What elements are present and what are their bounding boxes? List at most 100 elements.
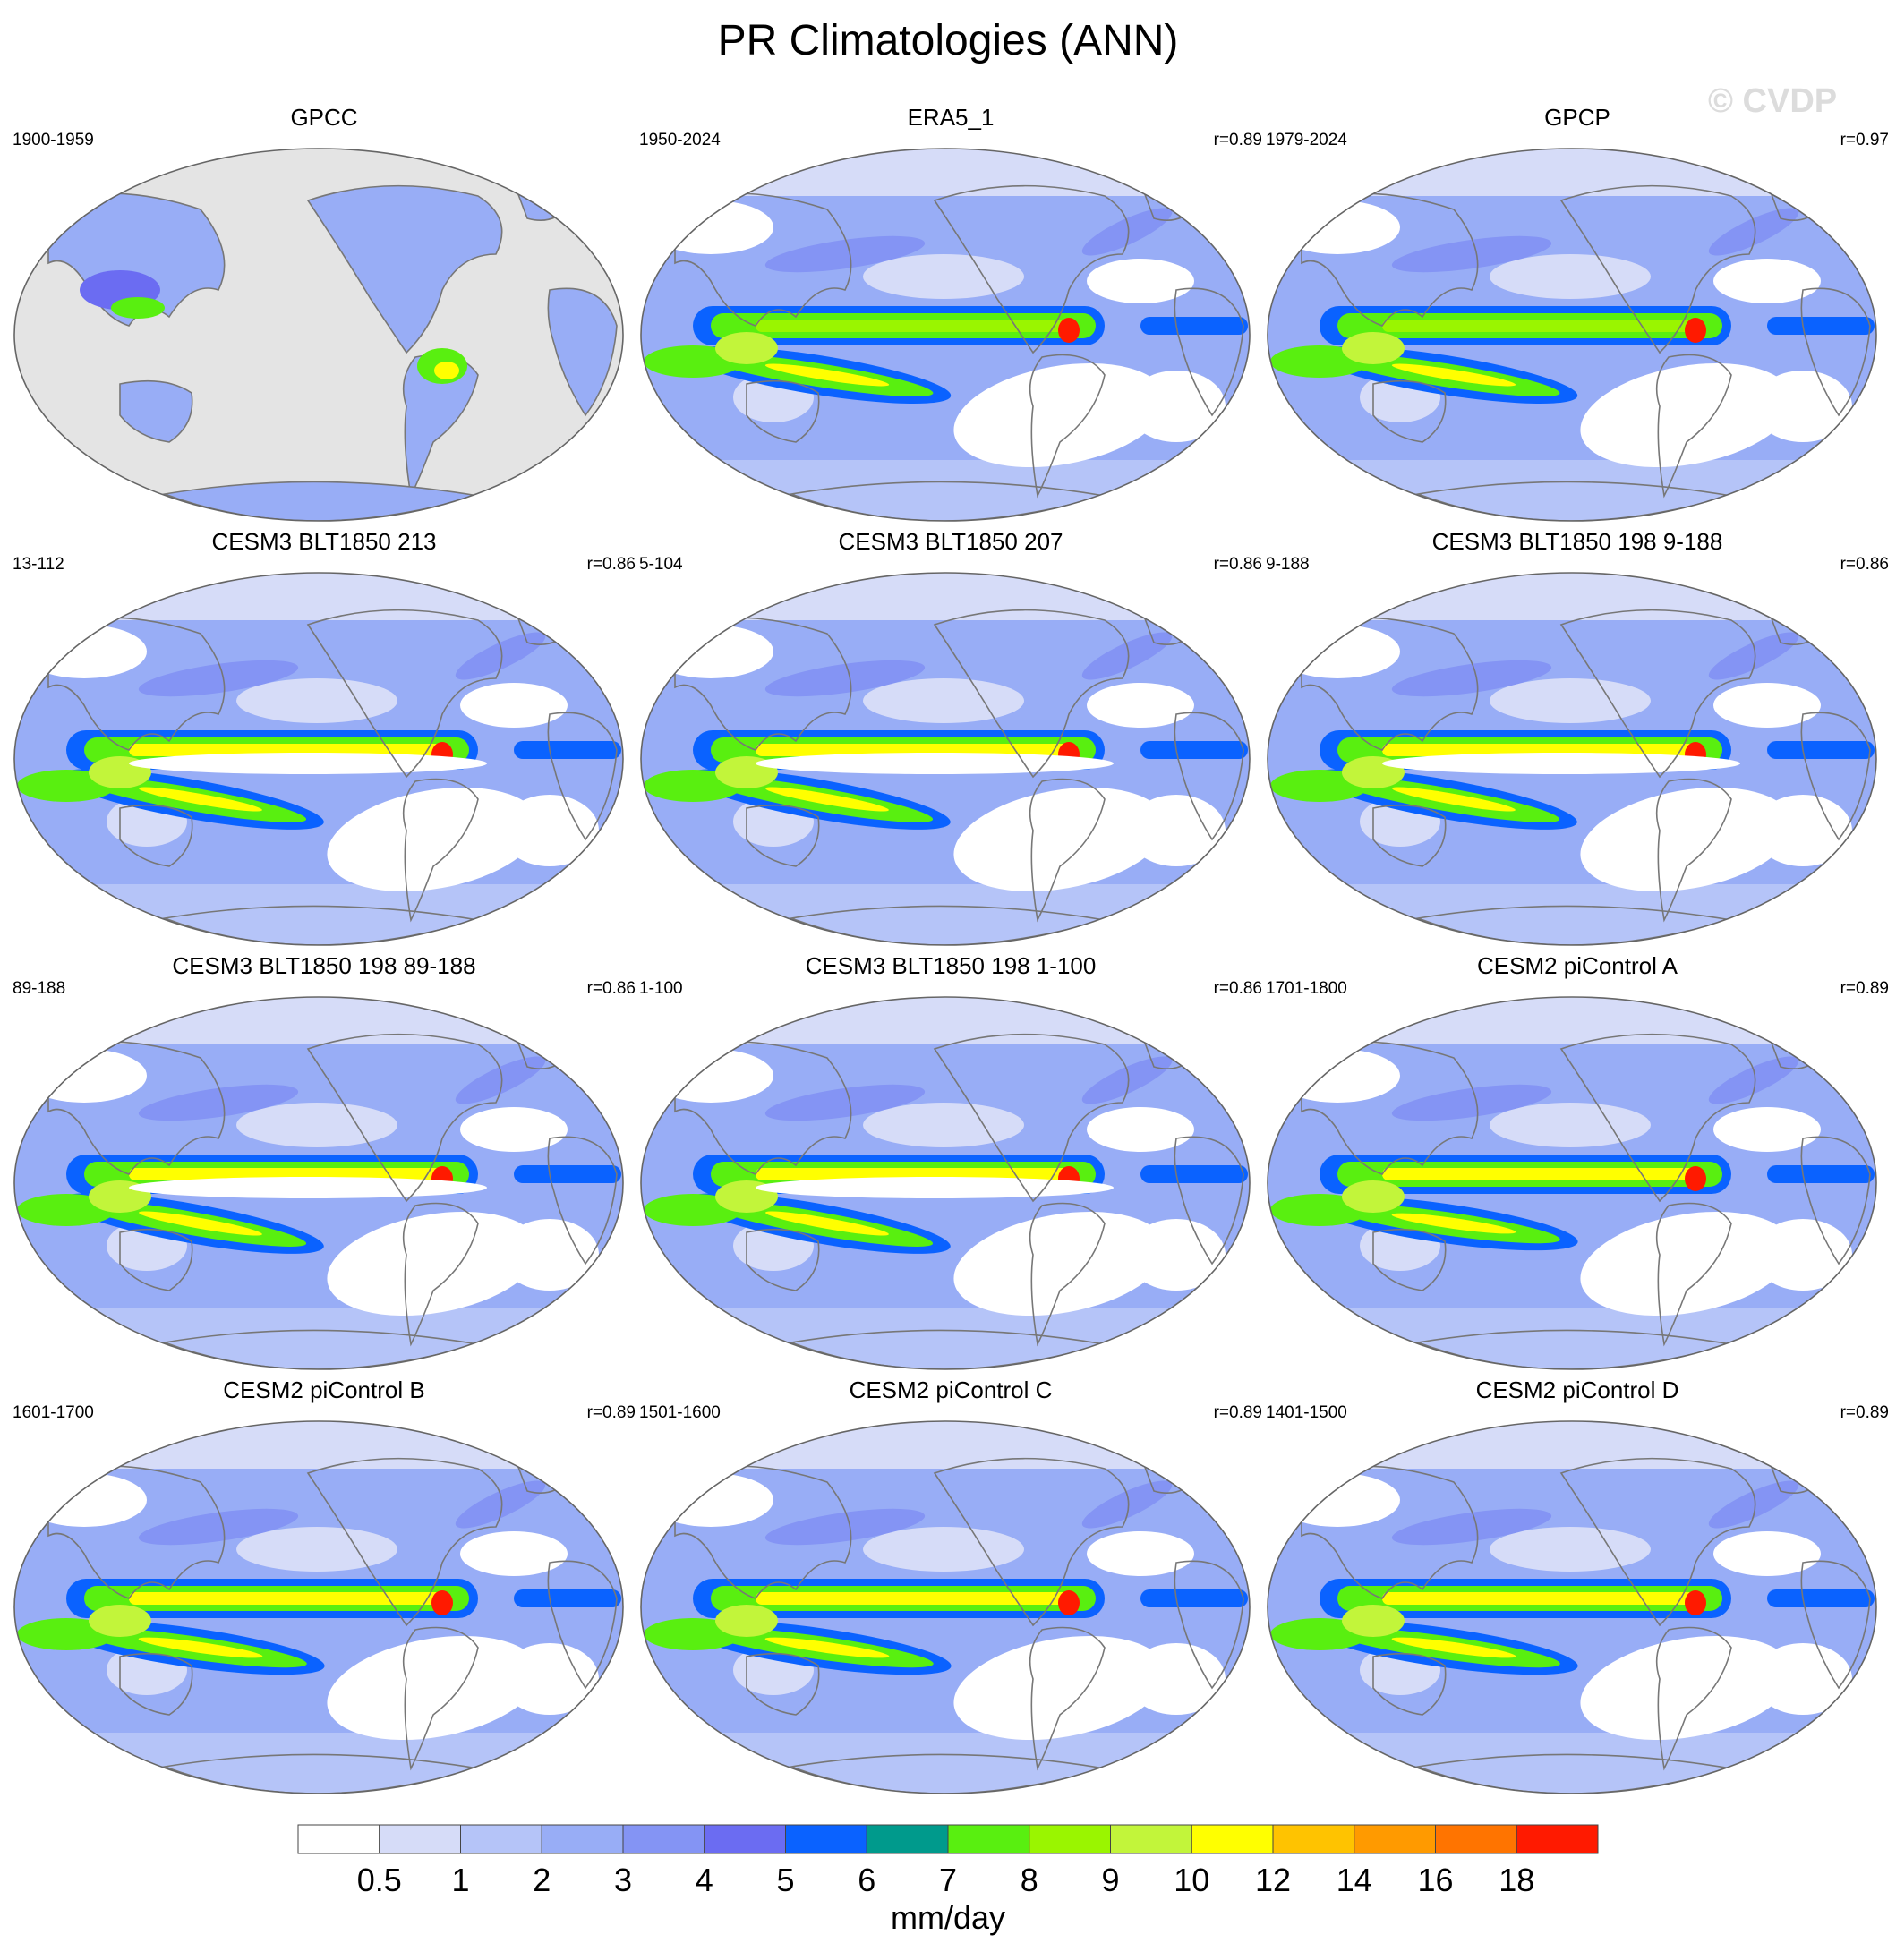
map-border xyxy=(640,572,1251,946)
south-atlantic-dry-zone xyxy=(1754,1643,1852,1715)
southern-ocean-band xyxy=(1268,460,1876,521)
south-pacific-dry-zone xyxy=(953,787,1166,892)
continent-australia xyxy=(1372,804,1447,867)
robinson-map xyxy=(640,1420,1251,1794)
continent-australia xyxy=(746,379,820,443)
precip-field xyxy=(1268,1421,1876,1794)
south-pacific-dry-zone xyxy=(1580,1635,1793,1741)
colorbar-units: mm/day xyxy=(890,1899,1006,1936)
colorbar-swatch xyxy=(460,1824,542,1854)
central-asia-dry-zone xyxy=(1275,1049,1400,1103)
central-asia-dry-zone xyxy=(1275,1473,1400,1527)
panel-period: 5-104 xyxy=(639,555,683,574)
panel-title: CESM2 piControl A xyxy=(1477,952,1678,979)
map-panel: GPCP 1979-2024 r=0.97 xyxy=(1266,104,1889,526)
panel-title: CESM3 BLT1850 213 xyxy=(211,528,437,555)
north-atlantic-dry-zone xyxy=(460,1531,568,1576)
spcz-core xyxy=(1391,363,1516,387)
north-atlantic-storm-track xyxy=(455,1056,546,1104)
map-border xyxy=(13,148,624,522)
panel-period: 1900-1959 xyxy=(13,131,94,149)
maritime-continent-convection xyxy=(715,1605,778,1637)
figure-title: PR Climatologies (ANN) xyxy=(717,17,1179,64)
map-panel: CESM3 BLT1850 213 13-112 r=0.86 xyxy=(13,528,636,950)
continent-north-america xyxy=(306,609,503,779)
central-asia-dry-zone xyxy=(21,1049,147,1103)
continent-africa xyxy=(1174,712,1244,841)
colorbar-swatch xyxy=(1272,1824,1355,1854)
north-atlantic-dry-zone xyxy=(1713,1107,1821,1152)
map-border xyxy=(640,1420,1251,1794)
panama-max xyxy=(1685,1166,1706,1191)
continent-north-america xyxy=(1559,609,1756,779)
precip-field xyxy=(1268,997,1876,1369)
colorbar-tick-label: 7 xyxy=(938,1862,958,1898)
colorbar-tick-label: 14 xyxy=(1336,1862,1372,1898)
colorbar-swatch xyxy=(704,1824,786,1854)
panel-title: CESM3 BLT1850 198 1-100 xyxy=(805,952,1097,979)
continent-asia xyxy=(47,1465,226,1599)
atlantic-itcz xyxy=(514,741,621,759)
southern-ocean-band xyxy=(14,884,623,945)
panel-correlation: r=0.86 xyxy=(586,555,636,574)
panel-period: 13-112 xyxy=(13,555,64,574)
north-atlantic-dry-zone xyxy=(460,683,568,728)
atlantic-itcz xyxy=(1140,1165,1248,1183)
north-atlantic-storm-track xyxy=(1708,632,1799,680)
southern-ocean-band xyxy=(14,1733,623,1794)
robinson-map xyxy=(13,572,624,946)
continent-south-america xyxy=(402,354,479,499)
north-atlantic-storm-track xyxy=(1081,1480,1173,1529)
itcz-core xyxy=(1382,1592,1695,1605)
south-atlantic-dry-zone xyxy=(1127,1219,1226,1291)
continent-australia xyxy=(746,1652,820,1716)
arctic-band xyxy=(1268,149,1876,196)
spcz-core xyxy=(139,787,262,812)
central-asia-dry-zone xyxy=(648,200,773,254)
panel-title: CESM2 piControl C xyxy=(849,1376,1053,1403)
panel-title: GPCC xyxy=(290,104,358,131)
panel-period: 1-100 xyxy=(639,979,683,998)
map-panel: GPCC 1900-1959 xyxy=(13,104,636,526)
south-pacific-dry-zone xyxy=(953,362,1166,468)
maritime-continent-convection xyxy=(89,1605,151,1637)
atlantic-itcz xyxy=(1767,741,1875,759)
maritime-continent-max xyxy=(111,297,165,319)
colorbar-swatch xyxy=(1516,1824,1599,1854)
central-asia-dry-zone xyxy=(648,1049,773,1103)
panel-period: 89-188 xyxy=(13,979,66,998)
continent-north-america xyxy=(933,1457,1130,1627)
colorbar-tick-label: 1 xyxy=(451,1862,470,1898)
north-pacific-dry-zone xyxy=(236,1103,397,1147)
south-atlantic-dry-zone xyxy=(1127,1643,1226,1715)
southern-ocean-band xyxy=(1268,1733,1876,1794)
continent-south-america xyxy=(1655,1626,1732,1771)
precip-field xyxy=(1268,149,1876,521)
continent-north-america xyxy=(1559,184,1756,354)
colorbar-tick-label: 4 xyxy=(695,1862,713,1898)
north-atlantic-storm-track xyxy=(1081,632,1173,680)
colorbar-swatch xyxy=(866,1824,949,1854)
central-asia-dry-zone xyxy=(1275,625,1400,678)
north-atlantic-storm-track xyxy=(1708,1056,1799,1104)
panel-correlation: r=0.97 xyxy=(1840,131,1889,149)
continent-australia xyxy=(1372,1228,1447,1291)
colorbar-swatch xyxy=(379,1824,461,1854)
precip-field xyxy=(641,573,1250,945)
colorbar-swatch xyxy=(1354,1824,1436,1854)
panel-title: CESM3 BLT1850 198 89-188 xyxy=(172,952,476,979)
continent-asia xyxy=(1301,617,1479,751)
map-border xyxy=(13,996,624,1370)
atlantic-itcz xyxy=(1140,741,1248,759)
panama-max xyxy=(1058,1590,1080,1615)
spcz-core xyxy=(1391,1213,1516,1234)
arctic-band xyxy=(641,573,1250,620)
continent-asia xyxy=(1301,192,1479,327)
continent-australia xyxy=(119,1228,193,1291)
continent-africa xyxy=(1174,1136,1244,1265)
north-pacific-dry-zone xyxy=(236,678,397,723)
panel-correlation: r=0.89 xyxy=(586,1403,636,1422)
map-panel: CESM3 BLT1850 198 89-188 89-188 r=0.86 xyxy=(13,952,636,1375)
continent-australia xyxy=(1372,1652,1447,1716)
arctic-band xyxy=(14,573,623,620)
